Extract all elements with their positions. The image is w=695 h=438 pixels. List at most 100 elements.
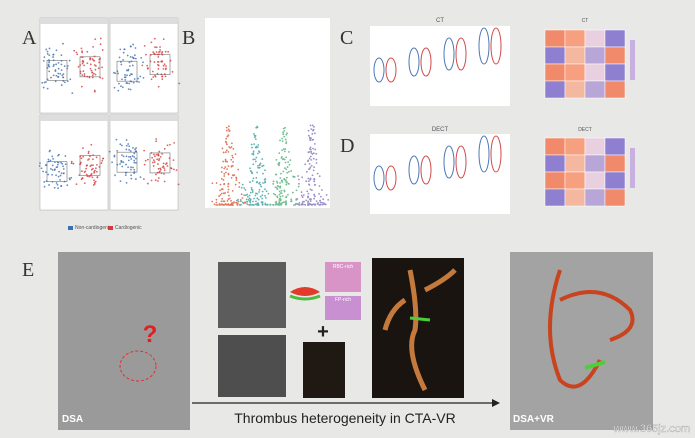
point: [122, 161, 125, 164]
point: [163, 148, 166, 150]
point: [155, 138, 158, 140]
image-caption: DSA+VR: [513, 414, 555, 425]
point: [154, 75, 157, 78]
point: [147, 67, 149, 69]
heatmap-cell: [584, 188, 606, 207]
point: [166, 144, 169, 147]
point: [302, 194, 305, 196]
point: [94, 73, 97, 76]
point: [120, 144, 123, 147]
point: [117, 89, 120, 92]
point: [130, 177, 133, 180]
point: [150, 78, 153, 81]
point: [278, 199, 281, 201]
point: [248, 194, 251, 197]
point: [324, 203, 327, 206]
point: [255, 176, 258, 179]
point: [92, 158, 94, 161]
point: [90, 172, 93, 175]
point: [71, 92, 74, 95]
ct-image: [218, 335, 286, 397]
point: [281, 158, 284, 161]
subplot: [109, 17, 179, 114]
point: [168, 157, 171, 160]
point: [221, 197, 224, 200]
point: [56, 163, 59, 166]
point: [48, 184, 50, 186]
point: [307, 192, 310, 195]
point: [93, 179, 95, 182]
point: [146, 64, 149, 67]
violin: [455, 145, 467, 179]
point: [284, 167, 286, 170]
point: [64, 163, 67, 166]
point: [161, 50, 164, 53]
point: [48, 61, 51, 64]
strip: [110, 115, 178, 121]
point: [129, 150, 132, 152]
arrowhead: [492, 399, 500, 407]
point: [89, 57, 92, 60]
point: [122, 155, 125, 158]
point: [42, 170, 44, 173]
point: [305, 199, 308, 202]
point: [282, 133, 285, 136]
point: [254, 158, 256, 161]
plot-title: DECT: [432, 127, 449, 133]
point: [91, 76, 94, 79]
violin: [490, 135, 502, 173]
point: [124, 171, 127, 174]
point: [320, 189, 323, 191]
point: [73, 49, 76, 52]
point: [125, 163, 127, 166]
subplot: [109, 114, 179, 211]
point: [88, 175, 91, 178]
point: [116, 70, 119, 73]
point: [325, 194, 328, 196]
point: [84, 170, 87, 173]
point: [55, 166, 58, 169]
point: [227, 165, 230, 167]
point: [247, 198, 250, 201]
point: [304, 163, 307, 166]
point: [239, 204, 242, 206]
point: [161, 53, 164, 56]
point: [258, 166, 260, 169]
heatmap-cell: [544, 29, 566, 48]
point: [165, 65, 167, 67]
point: [308, 167, 311, 170]
point: [123, 76, 126, 79]
violin: [420, 155, 432, 185]
point: [287, 161, 290, 163]
point: [121, 78, 123, 81]
point: [291, 191, 294, 194]
point: [125, 69, 128, 72]
point: [290, 198, 293, 201]
point: [285, 156, 288, 159]
point: [83, 74, 86, 77]
point: [257, 164, 259, 167]
point: [157, 85, 160, 88]
point: [237, 200, 240, 203]
point: [129, 80, 132, 83]
point: [62, 168, 65, 170]
point: [261, 190, 264, 193]
point: [47, 63, 50, 66]
point: [43, 81, 46, 84]
point: [88, 75, 91, 78]
point: [162, 67, 165, 70]
point: [237, 198, 239, 201]
heatmap-cell: [604, 171, 626, 190]
point: [152, 51, 155, 54]
point: [253, 197, 256, 200]
point: [307, 159, 310, 162]
point: [249, 204, 252, 206]
point: [261, 203, 264, 205]
point: [55, 63, 58, 66]
point: [280, 203, 283, 206]
point: [160, 73, 163, 76]
point: [256, 203, 259, 206]
point: [83, 73, 86, 75]
point: [52, 56, 54, 58]
point: [279, 139, 281, 142]
